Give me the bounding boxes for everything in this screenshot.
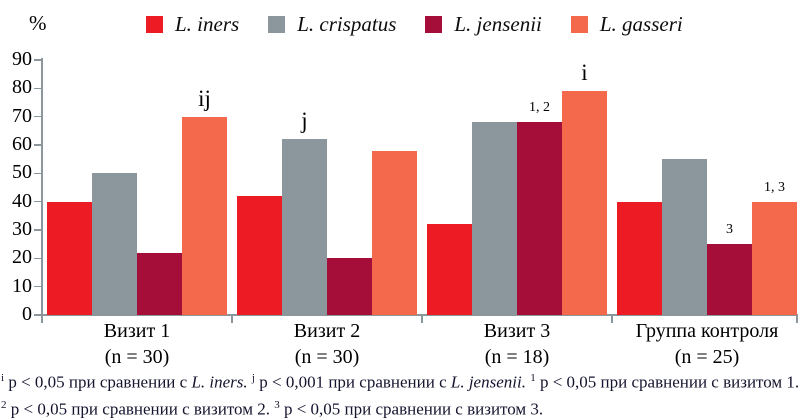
category-name: Визит 2	[293, 320, 361, 342]
y-tick-label: 70	[12, 104, 32, 127]
y-tick	[34, 200, 42, 203]
x-tick	[41, 315, 43, 323]
bar-annotation: j	[301, 108, 308, 134]
y-tick-label: 30	[12, 218, 32, 241]
category-name: Визит 1	[103, 320, 171, 342]
y-tick-label: 20	[12, 246, 32, 269]
bar-l-crispatus-group-4	[662, 159, 707, 315]
bar-l-crispatus-group-1	[92, 173, 137, 315]
legend-item: L. crispatus	[268, 12, 396, 37]
category-n: (n = 18)	[484, 346, 550, 368]
category-n: (n = 30)	[294, 346, 360, 368]
bar-l-jensenii-group-2	[327, 258, 372, 315]
y-tick	[34, 229, 42, 231]
x-category-label: Визит 3 (n = 18)	[484, 318, 550, 370]
bar-l-iners-group-2	[237, 196, 282, 315]
y-tick	[34, 172, 42, 175]
legend-item: L. jensenii	[425, 12, 542, 37]
y-tick-label: 40	[12, 189, 32, 212]
y-tick	[34, 59, 42, 61]
legend-color-swatch	[268, 16, 286, 33]
footnote: i p < 0,05 при сравнении с L. iners. j p…	[1, 372, 800, 418]
legend-color-swatch	[146, 16, 163, 33]
y-tick-label: 90	[12, 48, 32, 71]
legend-label: L. jensenii	[454, 12, 542, 36]
y-tick	[34, 144, 42, 146]
bar-l-gasseri-group-3	[562, 91, 607, 315]
bar-l-gasseri-group-4	[752, 201, 797, 315]
x-category-label: Визит 1 (n = 30)	[104, 318, 170, 370]
bar-l-gasseri-group-2	[372, 150, 417, 315]
bar-annotation: 3	[726, 222, 733, 238]
bar-annotation: 1, 3	[764, 179, 785, 195]
y-tick-label: 0	[22, 303, 32, 326]
y-tick	[34, 314, 42, 316]
bar-annotation: 1, 2	[529, 100, 550, 116]
legend-item: L. iners	[146, 12, 239, 37]
bar-l-iners-group-3	[427, 224, 472, 315]
y-tick-label: 80	[12, 76, 32, 99]
x-category-label: Визит 2 (n = 30)	[294, 318, 360, 370]
bar-l-jensenii-group-3	[517, 122, 562, 315]
x-tick	[611, 315, 613, 323]
bar-l-jensenii-group-4	[707, 244, 752, 315]
legend-label: L. crispatus	[297, 12, 397, 36]
bar-l-gasseri-group-1	[182, 116, 227, 315]
y-tick-label: 10	[12, 274, 32, 297]
bar-l-iners-group-1	[47, 201, 92, 315]
legend-item: L. gasseri	[570, 12, 683, 37]
category-n: (n = 25)	[674, 346, 740, 368]
y-tick	[34, 115, 42, 118]
y-tick-label: 50	[12, 161, 32, 184]
legend-color-swatch	[425, 16, 443, 33]
legend-label: L. gasseri	[599, 12, 683, 36]
category-n: (n = 30)	[104, 346, 170, 368]
bar-l-iners-group-4	[617, 201, 662, 315]
category-name: Визит 3	[483, 320, 551, 342]
x-tick	[796, 315, 798, 323]
y-axis-line	[41, 58, 43, 322]
x-axis-line	[41, 314, 798, 316]
bar-annotation: i	[581, 60, 588, 86]
x-tick	[231, 315, 233, 323]
bar-l-crispatus-group-2	[282, 139, 327, 315]
y-tick-label: 60	[12, 133, 32, 156]
x-tick	[421, 315, 423, 323]
bar-annotation: ij	[198, 85, 211, 111]
bar-l-jensenii-group-1	[137, 252, 182, 315]
y-axis-unit-label: %	[29, 11, 47, 35]
legend: L. iners L. crispatus L. jensenii L. gasser…	[146, 12, 683, 37]
legend-color-swatch	[570, 16, 588, 33]
y-tick	[34, 285, 42, 288]
category-name: Группа контроля	[635, 320, 779, 342]
bar-l-crispatus-group-3	[472, 122, 517, 315]
y-tick	[34, 87, 42, 90]
x-category-label: Группа контроля (n = 25)	[636, 318, 779, 370]
legend-label: L. iners	[175, 12, 240, 36]
y-tick	[34, 257, 42, 260]
